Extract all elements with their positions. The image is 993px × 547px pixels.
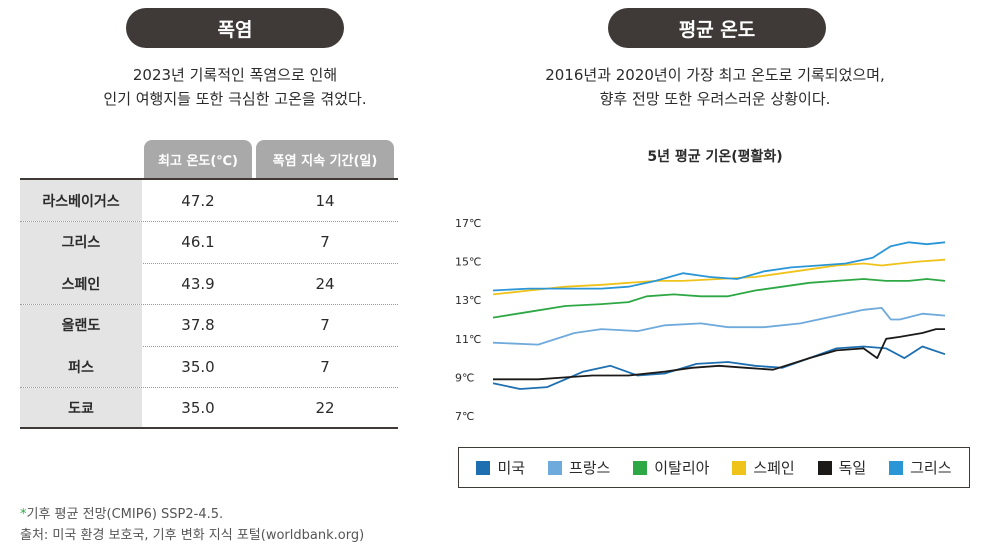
legend-label: 독일: [838, 459, 867, 477]
heatwave-description-line-1: 2023년 기록적인 폭염으로 인해: [132, 66, 338, 84]
y-tick-label: 13℃: [455, 294, 481, 307]
y-tick-label: 9℃: [455, 371, 474, 384]
column-header-max-temp-label: 최고 온도(℃): [158, 154, 238, 169]
table-row: 스페인 43.9 24: [20, 263, 398, 305]
legend-label: 미국: [497, 459, 526, 477]
row-duration-days: 24: [315, 274, 335, 293]
row-max-temp: 35.0: [181, 357, 215, 376]
series-line-3: [492, 258, 946, 296]
table-row: 퍼스 35.0 7: [20, 346, 398, 388]
series-line-1: [492, 307, 946, 346]
legend-swatch: [476, 460, 491, 475]
column-header-duration-label: 폭염 지속 기간(일): [272, 154, 378, 169]
legend-item: 독일: [817, 457, 867, 478]
legend-swatch: [889, 460, 904, 475]
row-duration-days: 14: [315, 191, 335, 210]
average-temp-description-line-2: 향후 전망 또한 우려스러운 상황이다.: [599, 90, 831, 108]
table-row: 그리스 46.1 7: [20, 221, 398, 264]
table-row: 올랜도 37.8 7: [20, 304, 398, 347]
legend-swatch: [817, 460, 832, 475]
heatwave-heading: 폭염: [126, 8, 344, 48]
row-duration-days: 7: [320, 316, 330, 334]
series-line-4: [493, 328, 945, 381]
table-bottom-rule: [20, 427, 398, 429]
average-temp-description: 2016년과 2020년이 가장 최고 온도로 기록되었으며, 향후 전망 또한…: [456, 63, 974, 111]
row-max-temp: 35.0: [181, 399, 215, 417]
y-tick-label: 15℃: [455, 256, 481, 269]
legend-item: 그리스: [889, 457, 952, 478]
y-tick-label: 11℃: [455, 333, 481, 346]
legend-label: 프랑스: [568, 459, 611, 477]
series-line-0: [492, 345, 946, 390]
row-city-name: 올랜도: [20, 304, 142, 346]
column-header-max-temp: 최고 온도(℃): [144, 140, 252, 179]
heatwave-description-line-2: 인기 여행지들 또한 극심한 고온을 겪었다.: [103, 90, 367, 108]
average-temp-description-line-1: 2016년과 2020년이 가장 최고 온도로 기록되었으며,: [545, 66, 885, 84]
row-city-name: 퍼스: [20, 346, 142, 387]
row-city-name: 스페인: [20, 263, 142, 304]
table-top-rule: [20, 178, 398, 180]
footnote-source: 출처: 미국 환경 보호국, 기후 변화 지식 포털(worldbank.org…: [20, 528, 365, 543]
legend-item: 프랑스: [547, 457, 611, 478]
legend-label: 이탈리아: [654, 459, 710, 477]
legend-item: 미국: [476, 457, 525, 478]
y-tick-label: 17℃: [455, 217, 481, 230]
row-city-name: 그리스: [20, 221, 142, 263]
heatwave-heading-label: 폭염: [217, 18, 253, 41]
row-max-temp: 37.8: [181, 316, 215, 334]
legend-swatch: [547, 460, 562, 475]
row-duration-days: 7: [320, 233, 330, 251]
series-line-5: [492, 241, 946, 292]
legend-swatch: [633, 460, 648, 475]
temperature-line-chart: 17℃ 15℃ 13℃ 11℃ 9℃ 7℃: [455, 217, 946, 420]
series-line-2: [492, 278, 946, 319]
row-max-temp: 43.9: [181, 274, 215, 293]
row-city-name: 도쿄: [20, 387, 142, 429]
row-city-name: 라스베이거스: [20, 180, 142, 221]
legend-item: 이탈리아: [633, 457, 709, 478]
row-duration-days: 22: [315, 399, 335, 417]
column-header-duration: 폭염 지속 기간(일): [256, 140, 394, 179]
legend-swatch: [732, 460, 747, 475]
average-temp-heading: 평균 온도: [608, 8, 826, 48]
row-max-temp: 47.2: [181, 191, 215, 210]
chart-legend: 미국 프랑스 이탈리아 스페인 독일 그리스: [458, 447, 970, 488]
chart-title: 5년 평균 기온(평활화): [647, 149, 783, 165]
footnote-note: *기후 평균 전망(CMIP6) SSP2-4.5.: [20, 503, 223, 522]
footnote-note-text: 기후 평균 전망(CMIP6) SSP2-4.5.: [26, 507, 224, 522]
row-duration-days: 7: [320, 357, 330, 376]
table-row: 도쿄 35.0 22: [20, 387, 398, 429]
heatwave-description: 2023년 기록적인 폭염으로 인해 인기 여행지들 또한 극심한 고온을 겪었…: [20, 63, 450, 111]
legend-item: 스페인: [732, 457, 795, 478]
footnote-asterisk: *: [20, 507, 27, 522]
row-max-temp: 46.1: [181, 233, 215, 251]
y-tick-label: 7℃: [455, 410, 474, 420]
legend-label: 그리스: [910, 459, 952, 477]
table-row: 라스베이거스 47.2 14: [20, 180, 398, 222]
average-temp-heading-label: 평균 온도: [678, 18, 756, 41]
legend-label: 스페인: [753, 459, 795, 477]
